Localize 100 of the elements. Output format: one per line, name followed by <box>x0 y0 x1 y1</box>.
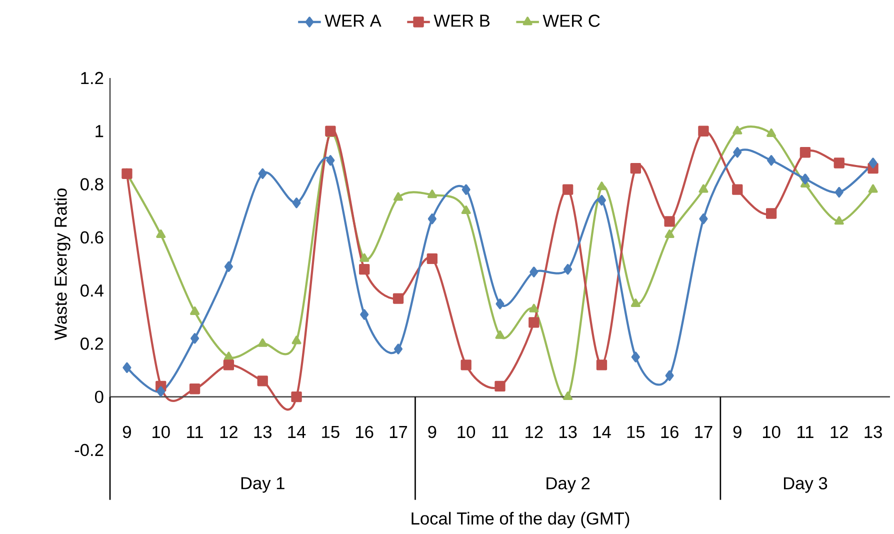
point <box>359 264 370 275</box>
point <box>563 392 573 400</box>
y-tick-label: 0.8 <box>80 178 104 190</box>
point <box>427 190 437 198</box>
x-tick-label: 15 <box>322 426 340 438</box>
point <box>529 304 539 312</box>
x-tick-label: 16 <box>356 426 374 438</box>
text: Day 3 <box>784 477 828 493</box>
x-tick-label: 16 <box>661 426 678 438</box>
y-axis-title: Waste Exergy Ratio <box>54 188 70 340</box>
point <box>326 155 335 166</box>
point <box>698 184 708 193</box>
x-tick-label: 14 <box>288 426 306 438</box>
point <box>495 330 505 339</box>
point <box>630 163 641 174</box>
x-tick-label: 17 <box>695 426 712 438</box>
y-tick-label: 1.2 <box>81 72 104 84</box>
x-tick-label: 9 <box>733 426 742 438</box>
x-tick-label: 11 <box>798 426 814 438</box>
point <box>189 384 200 394</box>
point <box>834 216 844 225</box>
point <box>292 336 302 344</box>
point <box>631 352 640 362</box>
point <box>360 309 369 320</box>
point <box>428 213 436 224</box>
point <box>394 344 403 354</box>
point <box>460 360 472 370</box>
point <box>257 376 268 386</box>
legend-label: WER B <box>434 14 490 27</box>
point <box>800 174 810 184</box>
point <box>868 184 878 193</box>
x-tick-label: 13 <box>560 426 577 438</box>
point <box>156 229 166 238</box>
x-tick-label: 12 <box>830 426 848 438</box>
point <box>258 168 267 179</box>
point <box>156 386 166 397</box>
x-tick-label: 9 <box>428 426 436 438</box>
point <box>426 253 438 264</box>
point <box>528 317 540 328</box>
x-tick-label: 13 <box>864 426 882 438</box>
point <box>834 186 844 198</box>
x-tick-label: 17 <box>390 426 408 438</box>
point <box>291 392 302 402</box>
point <box>766 128 776 137</box>
point <box>597 194 606 206</box>
point <box>664 216 675 227</box>
point <box>733 147 742 158</box>
point <box>800 147 811 158</box>
y-tick-label: 1 <box>96 125 104 138</box>
point <box>562 184 574 195</box>
legend-label: WER C <box>542 14 600 27</box>
legend-label: WER A <box>324 14 382 27</box>
point <box>224 261 233 272</box>
point <box>664 229 674 238</box>
point <box>461 206 471 214</box>
point <box>258 338 268 347</box>
point <box>393 192 404 201</box>
point <box>868 158 878 168</box>
point <box>292 198 301 208</box>
point <box>496 298 504 310</box>
point <box>190 333 200 344</box>
point <box>224 352 234 360</box>
point <box>325 126 336 136</box>
x-tick-label: 11 <box>187 426 203 438</box>
y-tick-label: 0.4 <box>80 284 104 297</box>
x-tick-label: 12 <box>526 426 543 438</box>
x-tick-label: 11 <box>492 426 508 438</box>
point <box>190 306 200 316</box>
point <box>665 370 674 381</box>
x-tick-label: 13 <box>254 426 272 438</box>
x-tick-label: 10 <box>152 426 170 438</box>
point <box>564 264 572 275</box>
text: Day 1 <box>241 477 284 493</box>
point <box>596 360 608 370</box>
point <box>530 266 538 278</box>
x-tick-label: 9 <box>122 426 131 438</box>
point <box>698 126 709 136</box>
text: Day 2 <box>546 477 590 493</box>
point <box>462 184 470 195</box>
y-tick-label: 0 <box>94 390 104 403</box>
point <box>766 208 777 219</box>
point <box>596 182 607 190</box>
x-tick-label: 10 <box>762 426 780 438</box>
point <box>834 158 844 168</box>
point <box>732 126 742 134</box>
y-tick-label: -0.2 <box>74 444 104 456</box>
point <box>494 380 506 392</box>
x-tick-label: 10 <box>458 426 476 438</box>
point <box>732 184 743 195</box>
point <box>392 293 404 304</box>
x-tick-label: 12 <box>220 426 238 438</box>
point <box>122 362 132 373</box>
x-tick-label: 14 <box>593 426 611 438</box>
point <box>699 213 708 224</box>
x-axis-title: Local Time of the day (GMT) <box>412 512 630 528</box>
y-tick-label: 0.2 <box>80 338 104 350</box>
point <box>630 298 640 308</box>
y-tick-label: 0.6 <box>80 231 104 244</box>
point <box>223 360 234 370</box>
x-tick-label: 15 <box>627 426 645 438</box>
